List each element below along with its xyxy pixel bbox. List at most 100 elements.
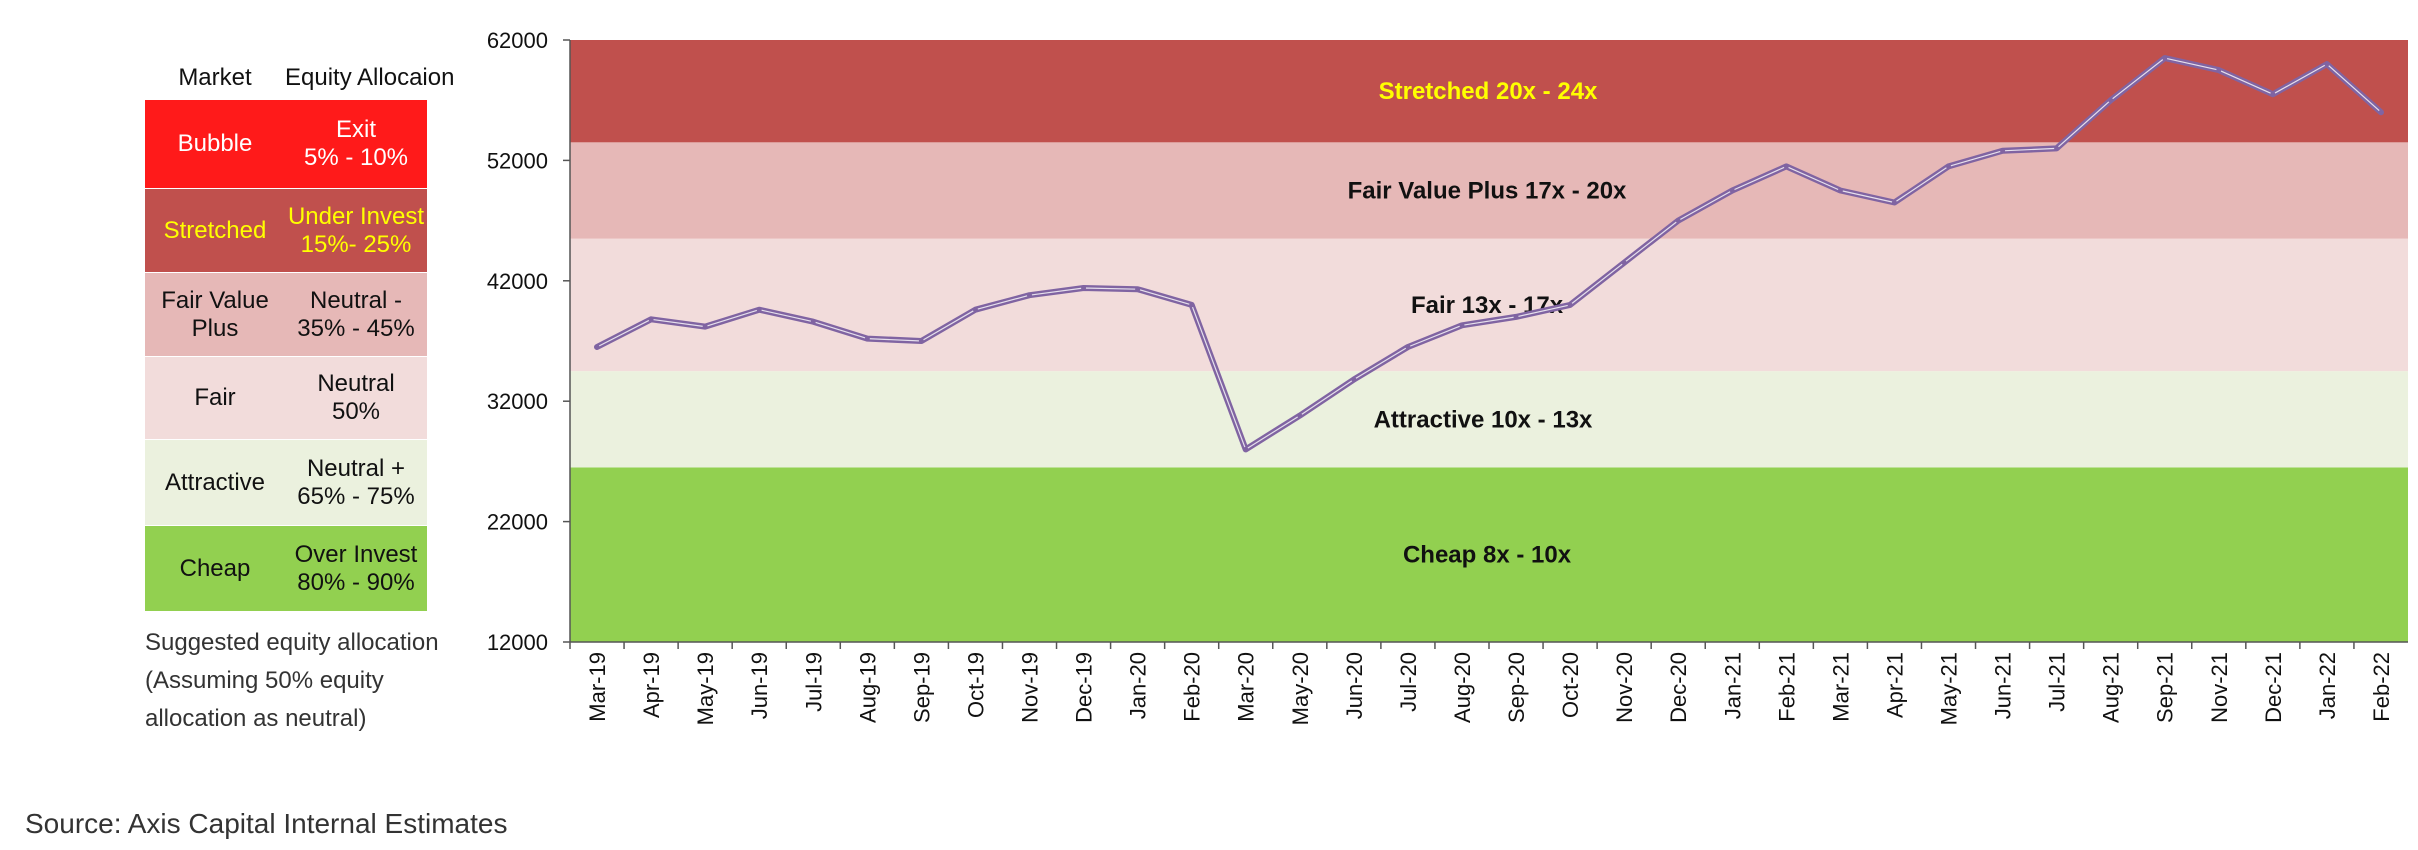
x-tick-label: Feb-21 xyxy=(1774,652,1799,722)
x-tick-label: Feb-20 xyxy=(1180,652,1205,722)
market-cell: Fair xyxy=(194,384,236,411)
x-tick-label: Jun-20 xyxy=(1342,652,1367,719)
y-tick-label: 42000 xyxy=(487,269,548,294)
x-tick-label: May-19 xyxy=(693,652,718,725)
allocation-line: 5% - 10% xyxy=(303,144,409,171)
data-point xyxy=(1297,413,1303,419)
y-tick-label: 12000 xyxy=(487,630,548,655)
x-tick-label: Feb-22 xyxy=(2369,652,2394,722)
y-tick-label: 62000 xyxy=(487,28,548,53)
data-point xyxy=(972,307,978,313)
data-point xyxy=(1946,163,1951,169)
market-cell: Attractive xyxy=(164,468,266,496)
header-market: Market xyxy=(178,63,252,91)
data-point xyxy=(918,338,924,344)
x-tick-label: Oct-20 xyxy=(1558,652,1583,718)
market-cell: Fair Value Plus xyxy=(145,287,285,343)
allocation-line: 80% - 90% xyxy=(297,568,415,596)
y-tick-label: 22000 xyxy=(487,510,548,535)
data-point xyxy=(810,319,816,325)
x-tick-label: Jul-21 xyxy=(2045,652,2070,712)
x-tick-label: Aug-21 xyxy=(2099,652,2124,723)
x-tick-label: Jun-21 xyxy=(1991,652,2016,719)
data-point xyxy=(1405,344,1411,350)
allocation-line: 65% - 75% xyxy=(297,482,415,510)
x-tick-label: Dec-19 xyxy=(1072,652,1097,723)
data-point xyxy=(702,324,708,330)
allocation-row-fair-value-plus: Fair Value Plus Neutral - 35% - 45% xyxy=(145,273,427,357)
allocation-table-header: Market Equity Allocaion xyxy=(145,55,455,100)
data-point xyxy=(1567,302,1573,308)
data-point xyxy=(2162,55,2168,61)
x-tick-label: Mar-21 xyxy=(1828,652,1853,722)
allocation-row-cheap: Cheap Over Invest 80% - 90% xyxy=(145,526,427,612)
market-line: Plus xyxy=(191,314,239,342)
allocation-cell: Neutral 50% xyxy=(285,370,427,426)
source-note: Source: Axis Capital Internal Estimates xyxy=(25,808,508,839)
x-tick-label: May-21 xyxy=(1937,652,1962,725)
data-point xyxy=(2270,91,2276,97)
allocation-line: Neutral - xyxy=(309,286,403,314)
data-point xyxy=(1081,285,1087,291)
market-line: Fair Value xyxy=(161,286,269,314)
allocation-line: Exit xyxy=(335,116,376,143)
data-point xyxy=(1675,218,1681,224)
allocation-row-fair: Fair Neutral 50% xyxy=(145,357,427,440)
x-tick-label: Jul-20 xyxy=(1396,652,1421,712)
index-line-highlight xyxy=(596,57,2382,450)
allocation-line: 50% xyxy=(331,398,381,425)
x-tick-label: Oct-19 xyxy=(963,652,988,718)
data-point xyxy=(1243,446,1249,452)
allocation-note: Suggested equity allocation (Assuming 50… xyxy=(145,624,465,738)
data-point xyxy=(756,307,762,313)
x-tick-label: Jul-19 xyxy=(801,652,826,712)
band-label: Attractive 10x - 13x xyxy=(1374,406,1593,433)
data-point xyxy=(2216,67,2222,73)
header-equity-allocation: Equity Allocaion xyxy=(285,63,455,91)
data-point xyxy=(2108,97,2114,103)
x-tick-label: Jan-21 xyxy=(1720,652,1745,719)
x-tick-label: Jan-22 xyxy=(2315,652,2340,719)
data-point xyxy=(1189,302,1195,308)
allocation-row-attractive: Attractive Neutral + 65% - 75% xyxy=(145,440,427,526)
valuation-band xyxy=(570,142,2408,239)
x-tick-label: Aug-19 xyxy=(855,652,880,723)
data-point xyxy=(1783,163,1789,169)
x-tick-label: Nov-21 xyxy=(2207,652,2232,723)
y-tick-label: 32000 xyxy=(487,389,548,414)
allocation-line: 15%- 25% xyxy=(300,230,412,258)
data-point xyxy=(1891,200,1897,206)
data-point xyxy=(864,336,870,342)
data-point xyxy=(594,344,600,350)
data-point xyxy=(1513,314,1519,320)
band-label: Stretched 20x - 24x xyxy=(1379,78,1598,105)
market-cell: Stretched xyxy=(163,216,267,244)
data-point xyxy=(2054,145,2060,151)
x-tick-label: Sep-19 xyxy=(909,652,934,723)
allocation-line: 35% - 45% xyxy=(297,314,415,342)
data-point xyxy=(1621,260,1627,266)
market-cell: Bubble xyxy=(177,130,253,157)
x-tick-label: Nov-20 xyxy=(1612,652,1637,723)
data-point xyxy=(1135,286,1141,292)
allocation-cell: Neutral + 65% - 75% xyxy=(285,455,427,511)
band-label: Cheap 8x - 10x xyxy=(1403,542,1572,569)
allocation-line: Neutral xyxy=(317,370,395,397)
market-cell: Cheap xyxy=(179,554,251,582)
x-tick-label: Sep-20 xyxy=(1504,652,1529,723)
x-tick-label: Dec-21 xyxy=(2261,652,2286,723)
allocation-cell: Neutral - 35% - 45% xyxy=(285,287,427,343)
x-tick-label: Mar-20 xyxy=(1234,652,1259,722)
data-point xyxy=(1027,292,1032,298)
x-tick-label: Dec-20 xyxy=(1666,652,1691,723)
data-point xyxy=(2378,109,2384,115)
x-tick-label: Apr-21 xyxy=(1882,652,1907,718)
data-point xyxy=(648,316,654,322)
x-tick-label: Aug-20 xyxy=(1450,652,1475,723)
data-point xyxy=(1459,322,1465,328)
x-tick-label: Jan-20 xyxy=(1126,652,1151,719)
valuation-band xyxy=(570,467,2408,642)
data-point xyxy=(2000,148,2006,154)
allocation-cell: Under Invest 15%- 25% xyxy=(285,203,427,259)
